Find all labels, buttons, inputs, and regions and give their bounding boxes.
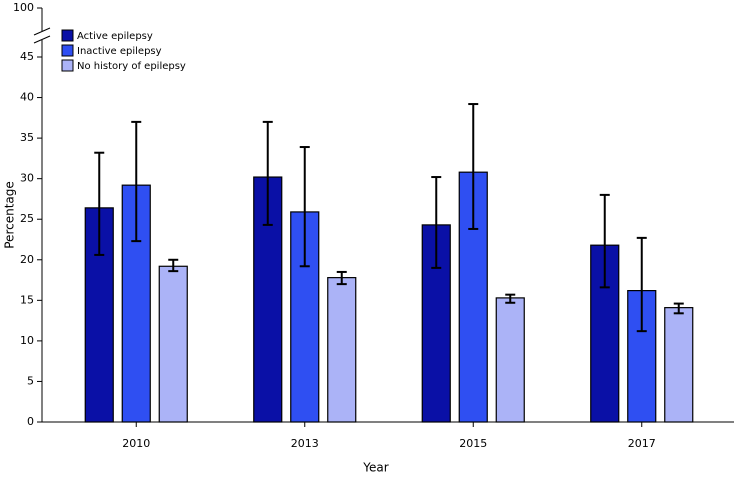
y-tick-label: 15 bbox=[20, 293, 34, 306]
error-bar bbox=[505, 293, 516, 304]
y-tick-label: 25 bbox=[20, 212, 34, 225]
error-bar bbox=[94, 151, 105, 256]
y-tick-label: 35 bbox=[20, 131, 34, 144]
y-axis-label: Percentage bbox=[3, 181, 17, 249]
y-tick-label: 40 bbox=[20, 91, 34, 104]
x-tick-label: 2010 bbox=[122, 437, 150, 450]
legend-swatch bbox=[61, 59, 74, 72]
error-bar bbox=[299, 146, 310, 268]
y-tick-label: 45 bbox=[20, 50, 34, 63]
y-tick-label: 100 bbox=[13, 1, 34, 14]
bar bbox=[158, 265, 188, 423]
error-bar bbox=[636, 236, 647, 333]
error-bar bbox=[431, 176, 442, 269]
y-tick-label: 30 bbox=[20, 172, 34, 185]
legend-swatch bbox=[61, 44, 74, 57]
error-bar bbox=[599, 193, 610, 289]
x-tick-label: 2017 bbox=[628, 437, 656, 450]
y-tick-label: 5 bbox=[27, 374, 34, 387]
x-tick-label: 2013 bbox=[291, 437, 319, 450]
error-bar bbox=[336, 270, 347, 286]
error-bar bbox=[673, 302, 684, 315]
legend-label: No history of epilepsy bbox=[77, 61, 186, 72]
axis-break bbox=[33, 27, 51, 36]
legend-label: Inactive epilepsy bbox=[77, 46, 162, 57]
error-bar bbox=[131, 120, 142, 243]
legend-swatch bbox=[61, 29, 74, 42]
axis-break bbox=[33, 35, 51, 44]
error-bar bbox=[468, 103, 479, 230]
error-bar bbox=[168, 258, 179, 273]
bar bbox=[664, 307, 694, 423]
x-tick-label: 2015 bbox=[459, 437, 487, 450]
bar bbox=[495, 297, 525, 423]
bar bbox=[327, 277, 357, 423]
y-tick-label: 20 bbox=[20, 253, 34, 266]
legend-label: Active epilepsy bbox=[77, 31, 153, 42]
y-tick-label: 10 bbox=[20, 334, 34, 347]
x-axis-label: Year bbox=[362, 461, 388, 475]
y-tick-label: 0 bbox=[27, 415, 34, 428]
error-bar bbox=[262, 120, 273, 226]
